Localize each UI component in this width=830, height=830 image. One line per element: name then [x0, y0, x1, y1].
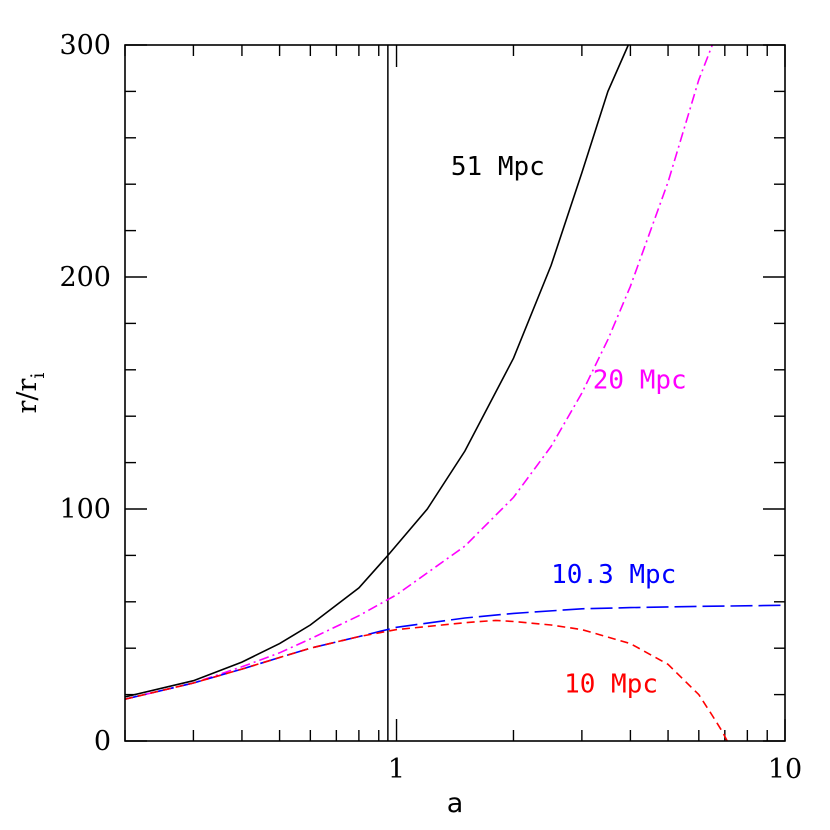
series-label-4: 10 Mpc: [564, 669, 658, 699]
y-tick-label: 100: [59, 494, 111, 525]
y-axis-label-subscript: i: [27, 373, 49, 379]
series-label-2: 20 Mpc: [593, 365, 687, 395]
series-label-1: 51 Mpc: [451, 152, 545, 182]
series-label-3: 10.3 Mpc: [551, 560, 676, 590]
series-line-3: [124, 604, 786, 700]
y-tick-label: 0: [94, 726, 111, 757]
series-line-2: [124, 44, 714, 700]
y-axis-label: r/ri: [12, 373, 49, 414]
plot-frame: [124, 44, 786, 742]
y-axis-label-main: r/r: [12, 378, 43, 413]
series-lines: [124, 44, 786, 742]
series-labels: 51 Mpc 20 Mpc 10.3 Mpc 10 Mpc: [451, 152, 687, 699]
y-tick-label: 200: [59, 262, 111, 293]
y-tick-label: 300: [59, 30, 111, 61]
x-tick-label: 10: [768, 754, 802, 785]
x-tick-label: 1: [388, 754, 405, 785]
series-line-1: [124, 44, 630, 698]
x-axis-label: a: [447, 788, 464, 819]
minor-ticks: [124, 45, 785, 741]
